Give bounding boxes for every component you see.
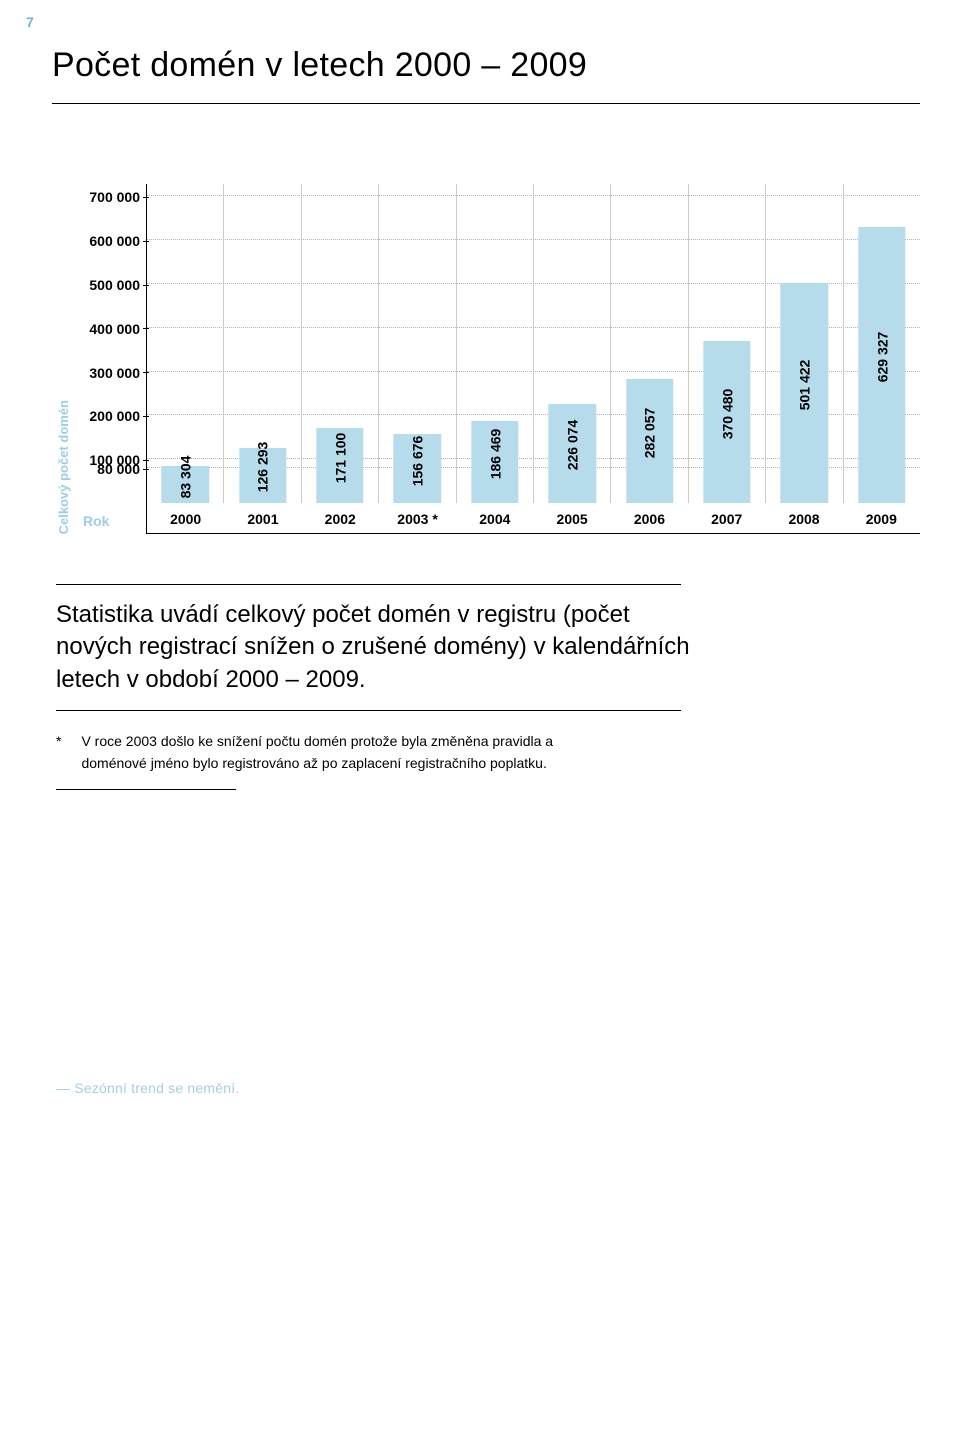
chart-bar: 83 304 — [162, 466, 209, 503]
caption: — Sezónní trend se nemění. — [56, 1080, 920, 1096]
page-number: 7 — [26, 0, 920, 40]
chart-x-tick: 2003 * — [379, 503, 456, 533]
chart-x-tick: 2000 — [147, 503, 224, 533]
chart-x-tick: 2007 — [688, 503, 765, 533]
chart-bar-slot: 156 676 — [379, 184, 456, 503]
footnote-block: * V roce 2003 došlo ke snížení počtu dom… — [56, 731, 920, 789]
chart-bar-value-label: 226 074 — [564, 420, 580, 471]
chart-bar-slot: 226 074 — [534, 184, 611, 503]
chart-y-tick: 300 000 — [89, 365, 140, 381]
chart-bar: 156 676 — [394, 434, 441, 503]
chart-x-tick: 2002 — [302, 503, 379, 533]
footnote-marker: * — [56, 731, 61, 774]
chart-plot-area: 83 304 126 293 171 100 156 676 186 469 226 07… — [146, 184, 920, 534]
chart-bar-value-label: 370 480 — [719, 389, 735, 440]
chart-wrapper: Celkový počet domén 700 000 600 000 500 00… — [56, 184, 920, 534]
chart-bar-value-label: 186 469 — [487, 429, 503, 480]
chart-x-axis-label: Rok — [83, 513, 109, 529]
chart-y-tick: 80 000 — [97, 461, 140, 477]
chart-x-tick: 2001 — [224, 503, 301, 533]
title-rule — [52, 103, 920, 104]
chart-bar-slot: 83 304 — [147, 184, 224, 503]
chart-x-tick: 2009 — [843, 503, 920, 533]
chart-bar: 370 480 — [703, 341, 750, 503]
chart-bar-value-label: 126 293 — [255, 442, 271, 493]
chart-bar: 501 422 — [781, 283, 828, 503]
chart-bar-value-label: 83 304 — [177, 455, 193, 498]
chart-bar-slot: 370 480 — [689, 184, 766, 503]
chart-bar-slot: 501 422 — [766, 184, 843, 503]
chart-bar-value-label: 629 327 — [874, 332, 890, 383]
chart-y-tick: 400 000 — [89, 321, 140, 337]
chart-bar-value-label: 171 100 — [332, 432, 348, 483]
chart-bar: 186 469 — [471, 421, 518, 503]
chart-bars: 83 304 126 293 171 100 156 676 186 469 226 07… — [147, 184, 920, 503]
chart-bar: 226 074 — [549, 404, 596, 503]
chart-y-tick: 700 000 — [89, 189, 140, 205]
chart-x-tick: 2004 — [456, 503, 533, 533]
footnote-text: V roce 2003 došlo ke snížení počtu domén… — [81, 731, 576, 774]
description-block: Statistika uvádí celkový počet domén v r… — [56, 584, 920, 711]
chart-bar-slot: 171 100 — [302, 184, 379, 503]
desc-rule-bottom — [56, 710, 681, 711]
chart-y-axis-label: Celkový počet domén — [56, 340, 76, 534]
desc-rule-top — [56, 584, 681, 585]
chart-bar-slot: 126 293 — [224, 184, 301, 503]
description-text: Statistika uvádí celkový počet domén v r… — [56, 599, 696, 696]
chart-x-tick: 2008 — [765, 503, 842, 533]
chart-x-axis: 2000200120022003 *2004200520062007200820… — [147, 503, 920, 533]
chart-y-tick: 600 000 — [89, 233, 140, 249]
chart-bar: 171 100 — [316, 428, 363, 503]
chart-x-tick: 2005 — [533, 503, 610, 533]
chart-bar: 629 327 — [858, 227, 905, 503]
chart-bar: 126 293 — [239, 448, 286, 503]
chart-y-tick: 500 000 — [89, 277, 140, 293]
chart-bar-slot: 186 469 — [457, 184, 534, 503]
footnote: * V roce 2003 došlo ke snížení počtu dom… — [56, 731, 576, 774]
chart-bar: 282 057 — [626, 379, 673, 503]
chart-bar-value-label: 282 057 — [642, 408, 658, 459]
chart-bar-slot: 282 057 — [611, 184, 688, 503]
chart-bar-value-label: 156 676 — [409, 435, 425, 486]
chart-y-tick: 200 000 — [89, 408, 140, 424]
chart-y-axis: 700 000 600 000 500 000 400 000 300 000 200 0… — [76, 184, 146, 534]
chart-bar-slot: 629 327 — [844, 184, 920, 503]
chart-x-tick: 2006 — [611, 503, 688, 533]
footnote-rule — [56, 789, 236, 790]
chart-bar-value-label: 501 422 — [796, 360, 812, 411]
page-title: Počet domén v letech 2000 – 2009 — [52, 46, 920, 85]
